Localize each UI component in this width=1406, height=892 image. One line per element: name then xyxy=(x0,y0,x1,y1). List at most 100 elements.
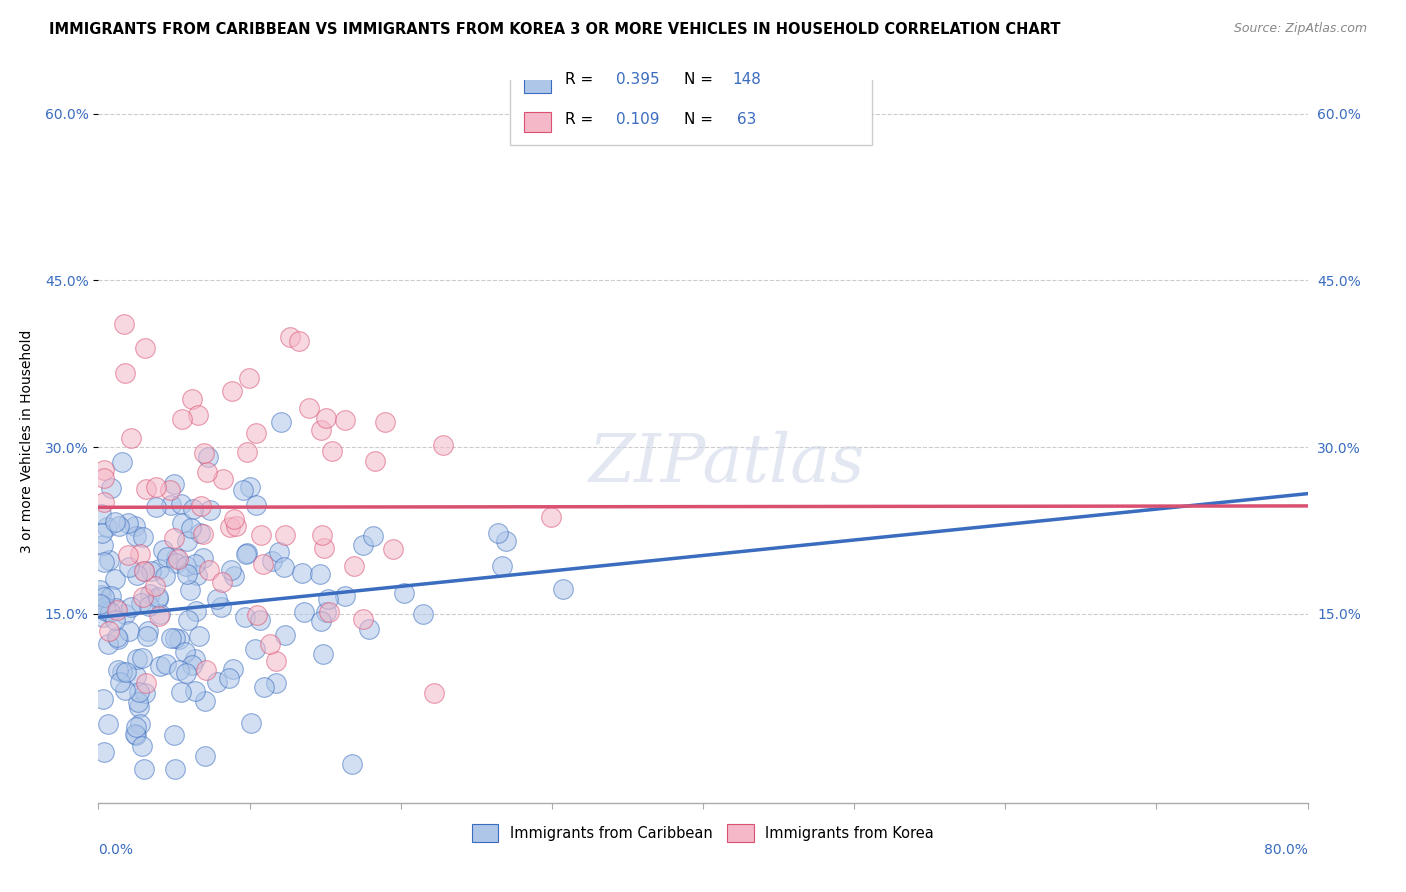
Point xyxy=(167,663,190,677)
Point xyxy=(238,370,260,384)
Point xyxy=(374,415,396,429)
Point xyxy=(315,605,337,619)
Point xyxy=(97,553,120,567)
Point xyxy=(180,657,202,672)
Text: N =: N = xyxy=(683,112,717,127)
Point xyxy=(309,423,332,437)
Point xyxy=(131,651,153,665)
Point xyxy=(553,582,575,597)
Point xyxy=(149,659,172,673)
Point xyxy=(491,558,513,573)
Point xyxy=(278,330,301,344)
Point xyxy=(243,641,266,656)
Text: 148: 148 xyxy=(733,72,761,87)
Point xyxy=(131,739,153,753)
Point xyxy=(143,579,166,593)
Point xyxy=(114,683,136,698)
Point xyxy=(191,527,214,541)
Point xyxy=(125,728,148,742)
Point xyxy=(118,560,141,574)
Point xyxy=(93,495,115,509)
Point xyxy=(352,612,374,626)
Point xyxy=(218,671,240,685)
Point xyxy=(197,450,219,464)
Point xyxy=(311,647,333,661)
Point xyxy=(97,624,120,638)
Point xyxy=(94,604,117,618)
Point xyxy=(432,438,454,452)
Point xyxy=(112,317,135,331)
Text: 0.0%: 0.0% xyxy=(98,843,134,856)
Point xyxy=(540,510,562,524)
Point xyxy=(382,542,405,557)
Point xyxy=(163,763,186,777)
Point xyxy=(311,528,333,542)
Point xyxy=(124,529,146,543)
Point xyxy=(100,606,122,620)
Point xyxy=(108,519,131,533)
Point xyxy=(105,603,128,617)
Point xyxy=(166,551,188,566)
Point xyxy=(146,592,169,607)
Point xyxy=(190,499,212,513)
Point xyxy=(222,568,245,582)
Point xyxy=(174,665,197,680)
Point xyxy=(132,763,155,777)
Point xyxy=(118,624,141,639)
Point xyxy=(412,607,434,621)
Point xyxy=(183,683,205,698)
Point xyxy=(155,657,177,671)
Point xyxy=(180,392,202,406)
Point xyxy=(163,476,186,491)
Text: 80.0%: 80.0% xyxy=(1264,843,1308,856)
Point xyxy=(117,548,139,562)
Point xyxy=(318,605,340,619)
Point xyxy=(236,444,259,458)
Point xyxy=(184,652,207,666)
Point xyxy=(315,410,337,425)
Point xyxy=(159,631,181,645)
Text: 0.395: 0.395 xyxy=(616,72,659,87)
Point xyxy=(90,508,112,522)
Point xyxy=(91,609,114,624)
Point xyxy=(176,566,198,581)
Point xyxy=(361,529,384,543)
Point xyxy=(104,572,127,586)
Point xyxy=(104,601,127,615)
Point xyxy=(233,610,256,624)
Point xyxy=(93,471,115,485)
Text: 0.109: 0.109 xyxy=(616,112,659,127)
Point xyxy=(172,516,194,530)
Point xyxy=(352,538,374,552)
Point xyxy=(195,663,218,677)
Point xyxy=(125,669,148,683)
Point xyxy=(125,652,148,666)
FancyBboxPatch shape xyxy=(524,72,551,93)
Point xyxy=(105,630,128,644)
Text: R =: R = xyxy=(565,72,599,87)
Point xyxy=(163,632,186,646)
Point xyxy=(152,543,174,558)
Point xyxy=(163,727,186,741)
Point xyxy=(292,606,315,620)
Point xyxy=(239,715,262,730)
Point xyxy=(172,412,194,426)
Point xyxy=(321,444,343,458)
Point xyxy=(219,563,242,577)
Point xyxy=(273,528,295,542)
Point xyxy=(128,685,150,699)
Point xyxy=(124,519,146,533)
Point xyxy=(249,528,271,542)
Point xyxy=(312,541,335,556)
Point xyxy=(138,599,160,614)
Point xyxy=(114,665,136,679)
Point xyxy=(211,575,233,590)
Point xyxy=(129,717,152,731)
Point xyxy=(333,590,356,604)
Point xyxy=(132,530,155,544)
Point xyxy=(235,547,257,561)
Point xyxy=(93,463,115,477)
Point xyxy=(177,613,200,627)
Point xyxy=(188,525,211,540)
Point xyxy=(273,560,295,574)
